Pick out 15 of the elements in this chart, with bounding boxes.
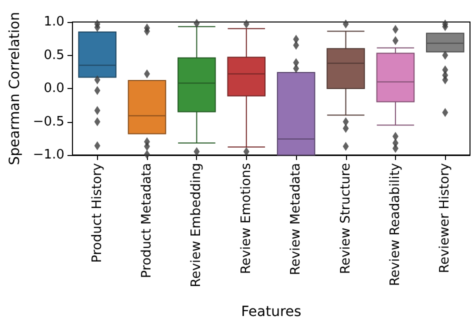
x-axis-title: Features bbox=[241, 304, 302, 320]
x-tick-label: Product Metadata bbox=[140, 163, 155, 278]
x-tick-label: Review Emotions bbox=[238, 162, 254, 274]
y-tick-label: −1.0 bbox=[32, 148, 64, 162]
x-tick-label: Reviewer History bbox=[438, 162, 453, 274]
x-tick-label: Review Embedding bbox=[189, 163, 204, 288]
y-tick-label: 0.0 bbox=[44, 81, 64, 96]
x-tick-label: Review Readability bbox=[388, 162, 403, 286]
x-tick-label: Product History bbox=[90, 162, 105, 263]
y-tick-label: −0.5 bbox=[32, 114, 64, 130]
y-tick-label: 1.0 bbox=[44, 14, 64, 30]
x-tick-label: Review Structure bbox=[338, 163, 354, 274]
x-tick-label: Review Metadata bbox=[288, 163, 304, 276]
y-tick-label: 0.5 bbox=[44, 48, 64, 63]
y-axis-title: Spearman Correlation bbox=[7, 12, 23, 166]
